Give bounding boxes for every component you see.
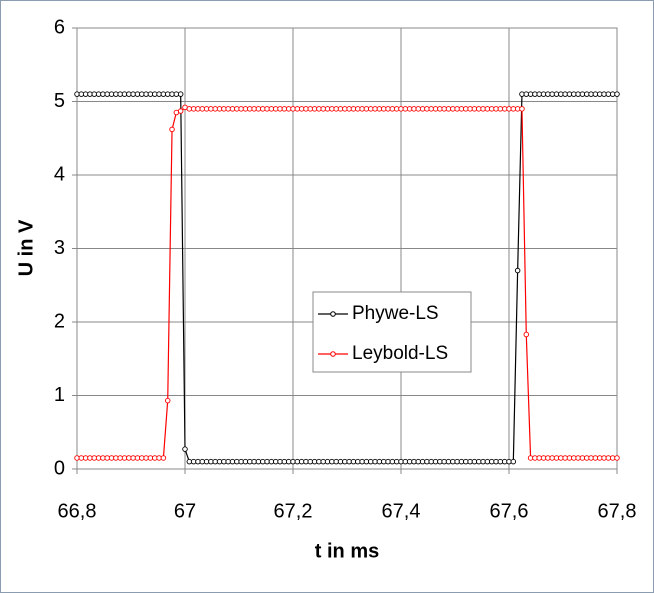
data-point	[510, 458, 517, 465]
legend-box	[312, 291, 472, 373]
y-axis-title: U in V	[15, 219, 37, 276]
data-point	[177, 108, 184, 114]
data-point	[177, 91, 184, 97]
y-tick-label: 5	[54, 90, 65, 112]
y-tick-label: 0	[54, 457, 65, 479]
legend-label: Phywe-LS	[352, 303, 439, 324]
y-tick-label: 4	[54, 163, 65, 185]
y-tick-label: 6	[54, 16, 65, 38]
data-point	[614, 91, 620, 97]
y-tick-label: 2	[54, 310, 65, 332]
y-tick-label: 1	[54, 384, 65, 406]
legend-label: Leybold-LS	[352, 343, 448, 364]
data-point	[164, 397, 171, 404]
x-tick-label: 67,6	[490, 500, 529, 522]
data-point	[519, 106, 525, 112]
data-point	[614, 455, 620, 461]
x-axis-title: t in ms	[315, 540, 379, 562]
data-point	[514, 267, 521, 274]
x-tick-label: 67,8	[598, 500, 637, 522]
plot	[74, 91, 620, 465]
legend-marker	[330, 311, 336, 317]
legend: Phywe-LS Leybold-LS	[312, 291, 472, 373]
data-point	[169, 126, 175, 133]
data-point	[523, 331, 530, 338]
x-tick-label: 67	[174, 500, 196, 522]
data-point	[182, 446, 188, 452]
y-tick-label: 3	[54, 237, 65, 259]
data-point	[160, 455, 167, 461]
x-tick-label: 66,8	[58, 500, 97, 522]
x-tick-label: 67,4	[382, 500, 421, 522]
legend-marker	[330, 351, 336, 357]
x-tick-label: 67,2	[274, 500, 313, 522]
